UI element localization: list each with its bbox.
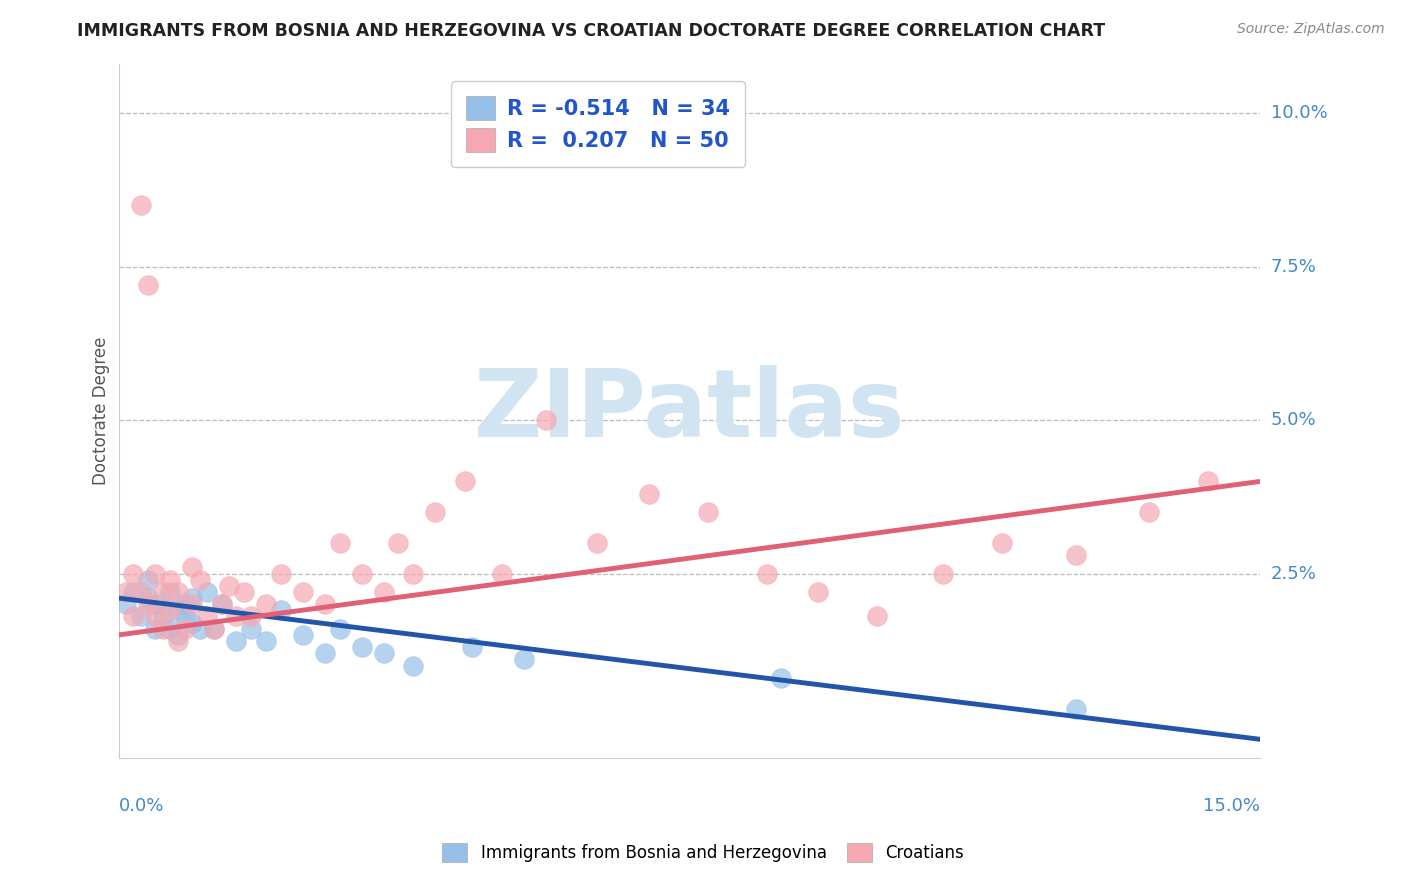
- Point: [461, 640, 484, 655]
- Point: [350, 640, 373, 655]
- Point: [145, 622, 167, 636]
- Point: [211, 597, 233, 611]
- Point: [373, 585, 395, 599]
- Point: [145, 566, 167, 581]
- Point: [402, 566, 425, 581]
- Point: [211, 597, 233, 611]
- Point: [174, 609, 197, 624]
- Point: [159, 603, 181, 617]
- Point: [1197, 475, 1219, 489]
- Point: [932, 566, 955, 581]
- Point: [328, 536, 350, 550]
- Point: [159, 585, 181, 599]
- Text: 7.5%: 7.5%: [1271, 258, 1317, 276]
- Point: [491, 566, 513, 581]
- Point: [387, 536, 409, 550]
- Point: [696, 505, 718, 519]
- Point: [314, 597, 336, 611]
- Point: [181, 560, 204, 574]
- Y-axis label: Doctorate Degree: Doctorate Degree: [93, 336, 110, 485]
- Legend: R = -0.514   N = 34, R =  0.207   N = 50: R = -0.514 N = 34, R = 0.207 N = 50: [451, 81, 745, 167]
- Text: 2.5%: 2.5%: [1271, 565, 1317, 582]
- Point: [534, 413, 557, 427]
- Point: [122, 566, 145, 581]
- Point: [240, 622, 263, 636]
- Point: [115, 585, 138, 599]
- Point: [291, 628, 314, 642]
- Text: 5.0%: 5.0%: [1271, 411, 1316, 429]
- Point: [240, 609, 263, 624]
- Text: 10.0%: 10.0%: [1271, 104, 1327, 122]
- Point: [202, 622, 225, 636]
- Point: [159, 622, 181, 636]
- Text: 0.0%: 0.0%: [118, 797, 165, 814]
- Point: [373, 646, 395, 660]
- Point: [188, 622, 211, 636]
- Point: [291, 585, 314, 599]
- Point: [166, 634, 188, 648]
- Point: [270, 566, 292, 581]
- Point: [755, 566, 778, 581]
- Point: [122, 609, 145, 624]
- Point: [350, 566, 373, 581]
- Point: [166, 603, 188, 617]
- Point: [1064, 548, 1087, 562]
- Point: [425, 505, 447, 519]
- Point: [202, 622, 225, 636]
- Point: [136, 573, 159, 587]
- Point: [174, 597, 197, 611]
- Text: Source: ZipAtlas.com: Source: ZipAtlas.com: [1237, 22, 1385, 37]
- Point: [807, 585, 830, 599]
- Point: [270, 603, 292, 617]
- Point: [115, 597, 138, 611]
- Point: [232, 585, 254, 599]
- Text: ZIPatlas: ZIPatlas: [474, 365, 905, 457]
- Point: [166, 628, 188, 642]
- Legend: Immigrants from Bosnia and Herzegovina, Croatians: Immigrants from Bosnia and Herzegovina, …: [434, 834, 972, 871]
- Point: [218, 579, 240, 593]
- Point: [188, 573, 211, 587]
- Point: [512, 652, 534, 666]
- Point: [328, 622, 350, 636]
- Point: [152, 585, 174, 599]
- Point: [402, 658, 425, 673]
- Point: [145, 597, 167, 611]
- Point: [122, 585, 145, 599]
- Point: [991, 536, 1014, 550]
- Point: [136, 278, 159, 293]
- Point: [166, 585, 188, 599]
- Point: [129, 198, 152, 212]
- Point: [586, 536, 609, 550]
- Point: [254, 634, 277, 648]
- Point: [195, 585, 218, 599]
- Point: [136, 597, 159, 611]
- Point: [181, 597, 204, 611]
- Point: [195, 609, 218, 624]
- Text: IMMIGRANTS FROM BOSNIA AND HERZEGOVINA VS CROATIAN DOCTORATE DEGREE CORRELATION : IMMIGRANTS FROM BOSNIA AND HERZEGOVINA V…: [77, 22, 1105, 40]
- Point: [129, 585, 152, 599]
- Point: [770, 671, 793, 685]
- Point: [152, 622, 174, 636]
- Point: [145, 609, 167, 624]
- Point: [454, 475, 477, 489]
- Point: [225, 609, 247, 624]
- Point: [254, 597, 277, 611]
- Point: [1139, 505, 1161, 519]
- Point: [1064, 701, 1087, 715]
- Point: [129, 609, 152, 624]
- Point: [225, 634, 247, 648]
- Point: [174, 622, 197, 636]
- Point: [152, 609, 174, 624]
- Point: [637, 487, 659, 501]
- Point: [181, 615, 204, 630]
- Point: [866, 609, 889, 624]
- Text: 15.0%: 15.0%: [1204, 797, 1260, 814]
- Point: [314, 646, 336, 660]
- Point: [159, 573, 181, 587]
- Point: [181, 591, 204, 605]
- Point: [136, 591, 159, 605]
